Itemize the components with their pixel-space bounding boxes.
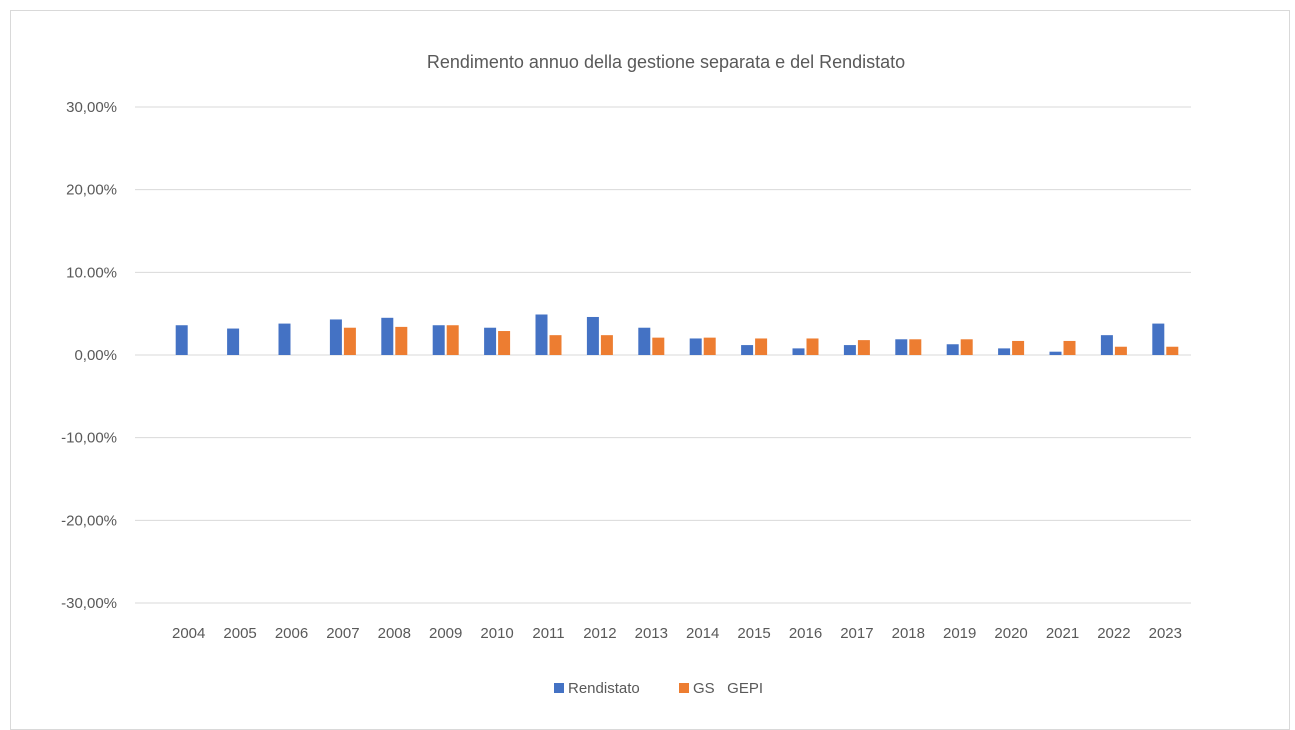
bar-rendistato-2016 — [792, 348, 805, 355]
x-tick-label: 2014 — [686, 625, 719, 642]
bar-rendistato-2020 — [998, 348, 1011, 355]
bar-gs-gepi-2008 — [395, 326, 408, 355]
bar-gs-gepi-2007 — [343, 327, 356, 355]
bar-rendistato-2007 — [329, 319, 342, 355]
bar-gs-gepi-2010 — [498, 331, 511, 355]
x-tick-label: 2005 — [223, 625, 256, 642]
x-tick-label: 2013 — [635, 625, 668, 642]
bar-gs-gepi-2019 — [960, 339, 973, 355]
bar-rendistato-2012 — [586, 316, 599, 355]
chart-frame: Rendimento annuo della gestione separata… — [10, 10, 1290, 730]
x-tick-label: 2022 — [1097, 625, 1130, 642]
bar-rendistato-2019 — [946, 344, 959, 355]
bars — [175, 314, 1179, 355]
y-tick-label: 20,00% — [66, 182, 117, 199]
bar-gs-gepi-2014 — [703, 337, 716, 355]
x-tick-label: 2009 — [429, 625, 462, 642]
legend-swatch-rendistato — [554, 683, 564, 693]
x-tick-label: 2019 — [943, 625, 976, 642]
bar-rendistato-2009 — [432, 325, 445, 355]
bar-rendistato-2023 — [1152, 323, 1165, 355]
y-tick-label: 30,00% — [66, 99, 117, 116]
legend: Rendistato GS GEPI — [554, 680, 763, 697]
x-tick-label: 2017 — [840, 625, 873, 642]
bar-gs-gepi-2021 — [1063, 340, 1076, 355]
x-tick-label: 2010 — [480, 625, 513, 642]
x-tick-label: 2011 — [532, 625, 564, 642]
bar-rendistato-2021 — [1049, 351, 1062, 355]
bar-rendistato-2006 — [278, 323, 291, 355]
y-tick-label: 10.00% — [66, 264, 117, 281]
bar-rendistato-2008 — [381, 317, 394, 355]
x-tick-label: 2021 — [1046, 625, 1079, 642]
x-tick-label: 2006 — [275, 625, 308, 642]
bar-rendistato-2018 — [895, 339, 908, 355]
gridlines — [135, 106, 1191, 604]
bar-gs-gepi-2023 — [1166, 346, 1179, 355]
bar-gs-gepi-2016 — [806, 338, 819, 355]
x-tick-label: 2007 — [326, 625, 359, 642]
y-tick-label: -10,00% — [61, 430, 117, 447]
bar-rendistato-2011 — [535, 314, 548, 355]
y-tick-label: 0,00% — [74, 347, 117, 364]
bar-gs-gepi-2020 — [1012, 340, 1025, 355]
bar-gs-gepi-2017 — [857, 340, 870, 355]
x-tick-label: 2004 — [172, 625, 205, 642]
bar-rendistato-2013 — [638, 327, 651, 355]
bar-gs-gepi-2022 — [1114, 346, 1127, 355]
x-tick-label: 2015 — [737, 625, 770, 642]
bar-gs-gepi-2018 — [909, 339, 922, 355]
legend-swatch-gs-gepi — [679, 683, 689, 693]
bar-rendistato-2017 — [843, 345, 856, 355]
x-tick-label: 2008 — [378, 625, 411, 642]
chart-title: Rendimento annuo della gestione separata… — [427, 52, 905, 72]
bar-rendistato-2005 — [227, 328, 240, 355]
x-tick-label: 2020 — [994, 625, 1027, 642]
x-tick-label: 2018 — [892, 625, 925, 642]
x-axis-labels: 2004 2005 2006 2007 2008 2009 2010 2011 2012 2013… — [172, 625, 1182, 642]
x-tick-label: 2012 — [583, 625, 616, 642]
y-tick-label: -30,00% — [61, 595, 117, 612]
legend-label-gs-gepi: GS GEPI — [693, 680, 763, 697]
y-tick-label: -20,00% — [61, 512, 117, 529]
bar-rendistato-2010 — [484, 327, 497, 355]
x-tick-label: 2016 — [789, 625, 822, 642]
legend-label-rendistato: Rendistato — [568, 680, 640, 697]
bar-rendistato-2015 — [741, 345, 754, 355]
bar-rendistato-2022 — [1100, 335, 1113, 355]
x-tick-label: 2023 — [1149, 625, 1182, 642]
bar-gs-gepi-2009 — [446, 325, 459, 355]
bar-gs-gepi-2013 — [652, 337, 665, 355]
bar-rendistato-2004 — [175, 325, 188, 355]
bar-chart: Rendimento annuo della gestione separata… — [61, 52, 1191, 697]
bar-gs-gepi-2015 — [755, 338, 768, 355]
bar-gs-gepi-2012 — [600, 335, 613, 355]
bar-rendistato-2014 — [689, 338, 702, 355]
bar-gs-gepi-2011 — [549, 335, 562, 355]
y-axis-labels: 30,00% 20,00% 10.00% 0,00% -10,00% -20,00% -30… — [61, 99, 117, 612]
